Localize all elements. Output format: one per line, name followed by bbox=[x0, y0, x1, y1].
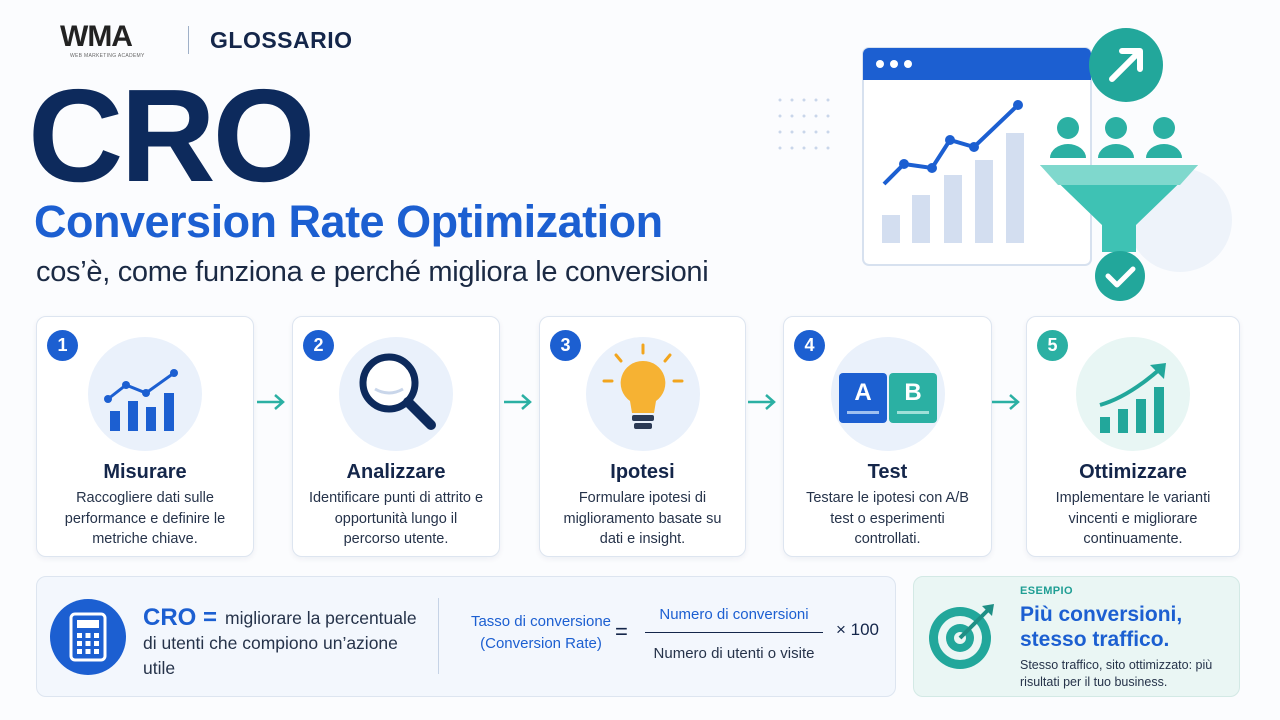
step-text: Formulare ipotesi di miglioramento basat… bbox=[563, 490, 722, 547]
target-icon bbox=[929, 604, 994, 669]
formula-denominator: Numero di utenti o visite bbox=[653, 645, 815, 662]
definition-panel bbox=[36, 576, 896, 697]
step-number: 4 bbox=[794, 330, 825, 361]
step-arrow bbox=[748, 394, 776, 410]
step-card: 3 Ipotesi Formulare ipotesi di miglioram… bbox=[539, 316, 746, 557]
section-label: GLOSSARIO bbox=[210, 27, 353, 53]
step-text: Implementare le varianti vincenti e migl… bbox=[1055, 490, 1211, 547]
step-icon: A B bbox=[830, 337, 945, 451]
calculator-icon bbox=[50, 599, 126, 675]
definition-term: CRO = bbox=[143, 604, 218, 631]
step-icon bbox=[88, 337, 202, 451]
example-text: Stesso traffico, sito ottimizzato: più r… bbox=[1020, 658, 1213, 689]
step-number: 5 bbox=[1037, 330, 1068, 361]
example-title: Più conversioni, stesso traffico. bbox=[1020, 603, 1183, 651]
step-text: Identificare punti di attrito e opportun… bbox=[308, 490, 484, 547]
example-tag: ESEMPIO bbox=[1020, 585, 1073, 597]
step-arrow bbox=[504, 394, 532, 410]
step-title: Test bbox=[867, 461, 908, 483]
divider bbox=[188, 26, 189, 54]
step-card: 4 A B Test Testare le ipotesi con A/B te… bbox=[783, 316, 992, 557]
step-text: Raccogliere dati sulle performance e def… bbox=[64, 490, 226, 547]
hero-title: CRO bbox=[28, 62, 315, 209]
step-number: 2 bbox=[303, 330, 334, 361]
step-title: Misurare bbox=[103, 461, 187, 483]
step-title: Ipotesi bbox=[610, 461, 675, 483]
logo: WMA bbox=[60, 20, 133, 53]
step-icon bbox=[339, 337, 453, 451]
step-icon bbox=[585, 337, 700, 451]
formula-multiplier: × 100 bbox=[836, 620, 880, 639]
divider bbox=[438, 598, 439, 674]
step-text: Testare le ipotesi con A/B test o esperi… bbox=[806, 490, 969, 547]
hero-tagline: cos’è, come funziona e perché migliora l… bbox=[36, 256, 709, 288]
step-card: 1 Misurare Raccogliere dati sulle perfor… bbox=[36, 316, 254, 557]
hero-subtitle: Conversion Rate Optimization bbox=[34, 196, 663, 247]
step-arrow bbox=[257, 394, 285, 410]
step-number: 1 bbox=[47, 330, 78, 361]
formula-label-note: (Conversion Rate) bbox=[480, 635, 602, 652]
step-number: 3 bbox=[550, 330, 581, 361]
formula-numerator: Numero di conversioni bbox=[659, 606, 809, 623]
step-icon bbox=[1076, 337, 1190, 451]
logo-tagline: WEB MARKETING ACADEMY bbox=[70, 53, 145, 59]
formula-label: Tasso di conversione bbox=[470, 613, 612, 630]
step-arrow bbox=[992, 394, 1020, 410]
definition-text: migliorare la percentuale di utenti che … bbox=[143, 608, 417, 678]
ab-label: A bbox=[854, 379, 871, 406]
step-title: Ottimizzare bbox=[1079, 461, 1187, 483]
fraction-bar bbox=[645, 632, 823, 633]
hero-illustration bbox=[778, 28, 1232, 301]
step-title: Analizzare bbox=[346, 461, 446, 483]
formula-equals: = bbox=[615, 619, 628, 644]
step-card: 2 Analizzare Identificare punti di attri… bbox=[292, 316, 500, 557]
ab-label: B bbox=[904, 379, 921, 406]
step-card: 5 Ottimizzare Implementare le varianti v… bbox=[1026, 316, 1240, 557]
